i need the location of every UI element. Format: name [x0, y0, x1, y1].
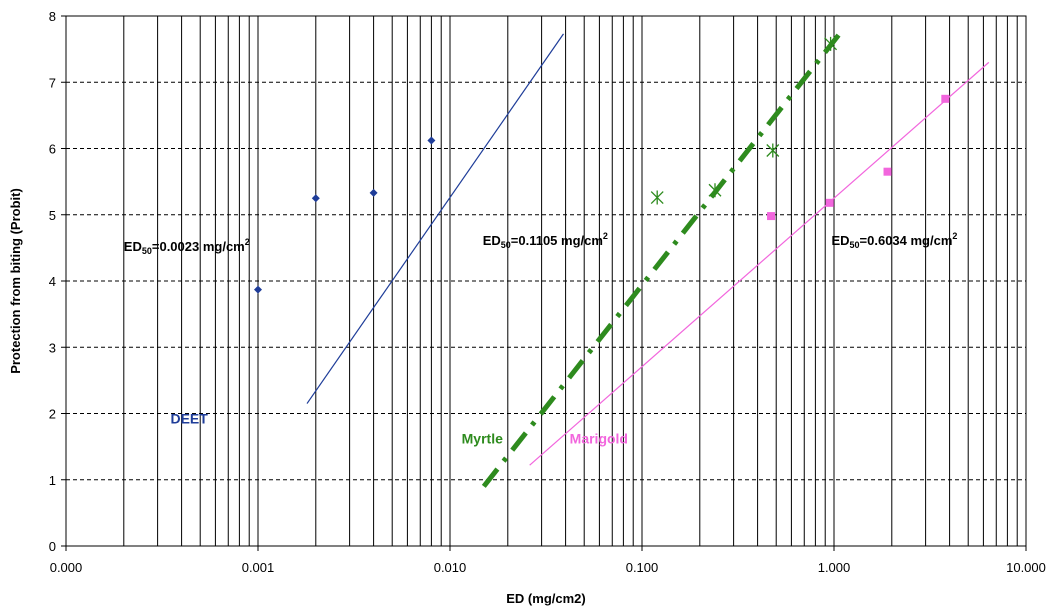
deet-point [254, 286, 262, 294]
x-tick-labels: 0.000 0.001 0.010 0.100 1.000 10.000 [50, 546, 1046, 575]
y-tick-label: 7 [49, 75, 56, 90]
y-tick-label: 8 [49, 9, 56, 24]
series-label-myrtle: Myrtle [462, 430, 503, 446]
x-tick-label: 0.010 [434, 560, 467, 575]
x-tick-label: 10.000 [1006, 560, 1046, 575]
myrtle-point [651, 191, 663, 205]
y-tick-label: 1 [49, 473, 56, 488]
marigold-point [884, 168, 892, 176]
fit-lines [307, 28, 989, 486]
y-tick-label: 0 [49, 539, 56, 554]
marigold-point [767, 212, 775, 220]
ed50-annotation: ED50=0.1105 mg/cm2 [483, 231, 608, 250]
grid [66, 16, 1026, 546]
x-tick-label: 0.100 [626, 560, 659, 575]
y-tick-label: 2 [49, 407, 56, 422]
data-points [254, 37, 949, 294]
deet-point [312, 194, 320, 202]
y-tick-label: 5 [49, 208, 56, 223]
ed50-annotation: ED50=0.6034 mg/cm2 [831, 231, 957, 250]
deet-point [370, 189, 378, 197]
fit-line-deet [307, 34, 563, 404]
marigold-point [941, 95, 949, 103]
x-tick-label: 1.000 [818, 560, 851, 575]
y-tick-labels: 0 1 2 3 4 5 6 7 8 [49, 9, 66, 554]
y-tick-label: 6 [49, 142, 56, 157]
ed50-annotation: ED50=0.0023 mg/cm2 [124, 237, 250, 256]
myrtle-point [767, 143, 779, 157]
marigold-point [826, 199, 834, 207]
fit-line-marigold [530, 62, 989, 465]
y-tick-label: 3 [49, 340, 56, 355]
x-tick-label: 0.000 [50, 560, 83, 575]
deet-point [427, 137, 435, 145]
fit-line-myrtle [484, 28, 844, 486]
x-axis-label: ED (mg/cm2) [506, 591, 585, 606]
x-tick-label: 0.001 [242, 560, 275, 575]
y-axis-label: Protection from biting (Probit) [8, 188, 23, 374]
series-label-deet: DEET [170, 410, 208, 426]
y-tick-label: 4 [49, 274, 56, 289]
series-label-marigold: Marigold [570, 430, 628, 446]
